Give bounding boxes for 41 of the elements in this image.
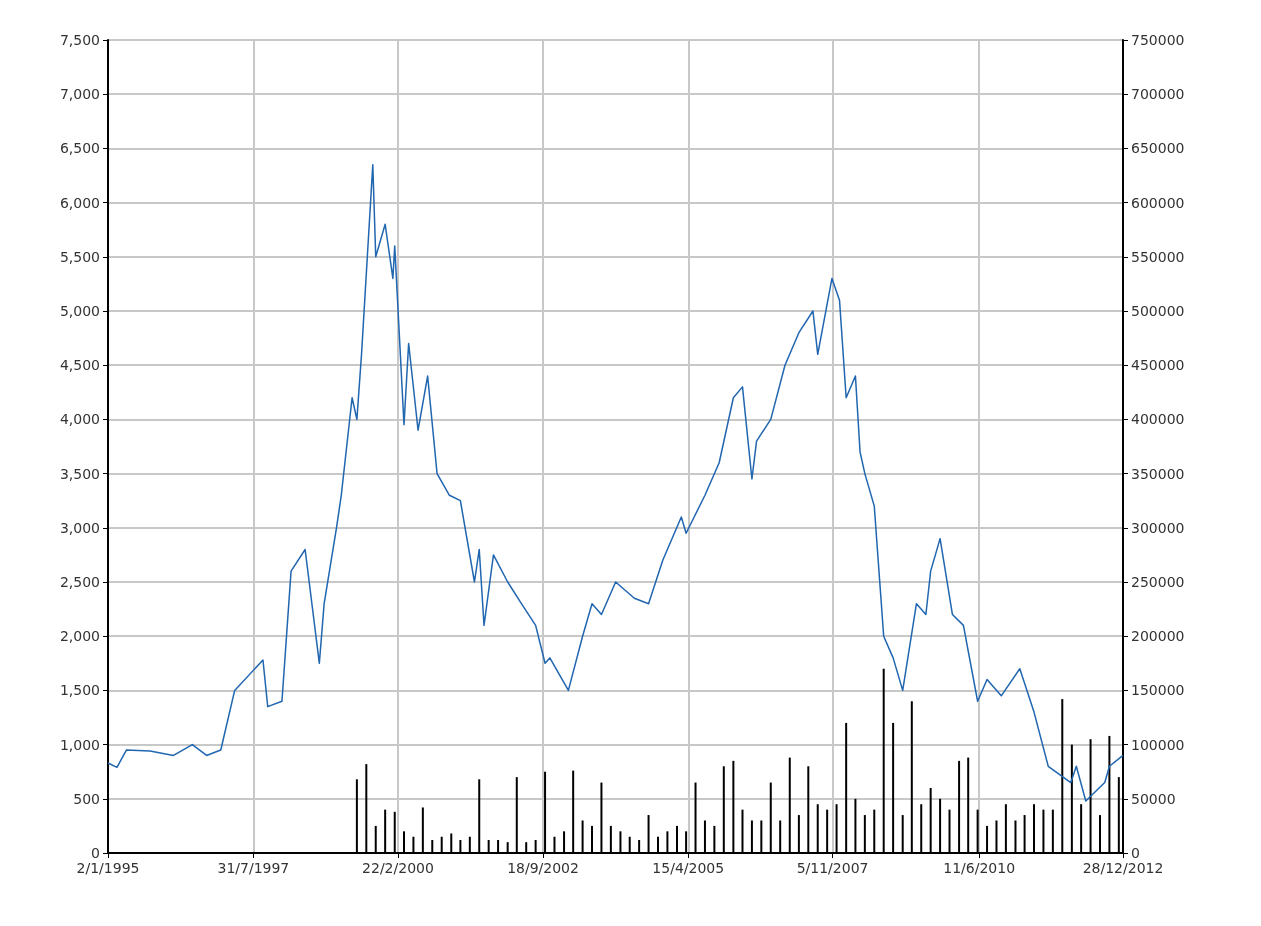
y-tick-label: 2,000: [59, 628, 100, 645]
y2-tick-label: 150000: [1131, 682, 1185, 699]
y2-tick-label: 750000: [1131, 32, 1185, 48]
x-tick-label: 22/2/2000: [362, 860, 434, 876]
y2-tick-label: 300000: [1131, 519, 1185, 536]
x-tick-label: 15/4/2005: [652, 860, 725, 876]
y2-tick-label: 400000: [1131, 411, 1185, 428]
y2-tick-label: 100000: [1131, 736, 1185, 753]
y-tick-label: 3,500: [59, 465, 100, 482]
y-tick-label: 7,000: [59, 86, 100, 103]
y2-tick-label: 500000: [1131, 303, 1185, 319]
y2-tick-label: 50000: [1131, 790, 1176, 807]
x-tick-label: 2/1/1995: [76, 860, 140, 876]
line-series: [107, 163, 1124, 802]
y-tick-label: 3,000: [59, 519, 100, 536]
x-tick-label: 11/6/2010: [943, 860, 1016, 876]
y2-tick-label: 0: [1131, 845, 1140, 861]
x-tick-label: 28/12/2012: [1082, 860, 1164, 876]
y-tick-label: 6,000: [59, 194, 100, 211]
y2-tick-label: 350000: [1131, 465, 1185, 482]
y-tick-label: 0: [91, 845, 100, 861]
y-tick-label: 5,500: [59, 248, 100, 265]
y-tick-label: 500: [73, 790, 100, 807]
y-tick-label: 4,000: [59, 411, 100, 428]
y2-tick-label: 200000: [1131, 628, 1185, 645]
y2-tick-label: 550000: [1131, 248, 1185, 265]
y-tick-label: 2,500: [59, 574, 100, 590]
y-tick-label: 7,500: [59, 32, 100, 48]
x-tick-label: 31/7/1997: [217, 860, 290, 876]
x-tick-label: 5/11/2007: [796, 860, 869, 876]
y2-tick-label: 700000: [1131, 86, 1185, 103]
y2-tick-label: 450000: [1131, 357, 1185, 374]
y-tick-label: 6,500: [59, 140, 100, 157]
y2-tick-label: 650000: [1131, 140, 1185, 157]
y2-tick-label: 600000: [1131, 194, 1185, 211]
y-tick-label: 4,500: [59, 357, 100, 374]
y-tick-label: 1,500: [59, 682, 100, 699]
x-tick-label: 18/9/2002: [507, 860, 579, 876]
y2-tick-label: 250000: [1131, 574, 1185, 590]
y-tick-label: 5,000: [59, 303, 100, 319]
y-tick-label: 1,000: [59, 736, 100, 753]
